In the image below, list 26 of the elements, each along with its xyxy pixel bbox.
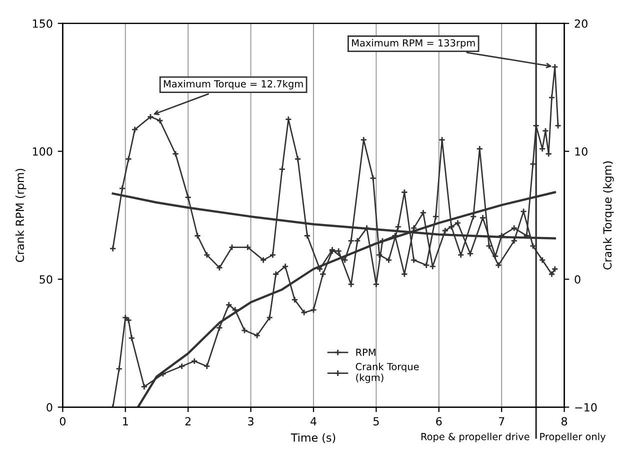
text: Rope & propeller drive: [421, 432, 530, 442]
legend-label: RPM: [356, 348, 376, 356]
x-tick-label: 7: [498, 417, 504, 426]
x-tick-label: 2: [185, 417, 191, 426]
x-tick-label: 0: [60, 417, 66, 426]
annotation: Maximum Torque = 12.7kgm: [164, 80, 303, 90]
x-tick-label: 5: [374, 417, 379, 426]
y-tick-label: 0: [46, 403, 52, 412]
y-tick-label: 100: [32, 147, 52, 156]
x-axis-title: Time (s): [290, 433, 336, 444]
x-tick-label: 6: [436, 417, 442, 426]
x-tick-label: 4: [310, 417, 316, 426]
x-tick-label: 8: [562, 417, 568, 426]
y2-tick-label: 20: [574, 19, 588, 28]
text: Propeller only: [540, 432, 606, 442]
y2-tick-label: −10: [575, 403, 597, 412]
annotation: Maximum RPM = 133rpm: [352, 39, 475, 48]
x-tick-label: 1: [123, 417, 128, 426]
x-tick-label: 3: [248, 417, 254, 426]
y-axis-title: Crank RPM (rpm): [15, 168, 26, 262]
legend-label: Crank Torque (kgm): [356, 362, 419, 384]
y-tick-label: 150: [32, 19, 52, 28]
y-tick-label: 50: [40, 275, 52, 284]
y2-tick-label: 10: [575, 147, 588, 156]
y2-axis-title: Crank Torque (kgm): [603, 161, 614, 270]
y2-tick-label: 0: [574, 275, 580, 284]
